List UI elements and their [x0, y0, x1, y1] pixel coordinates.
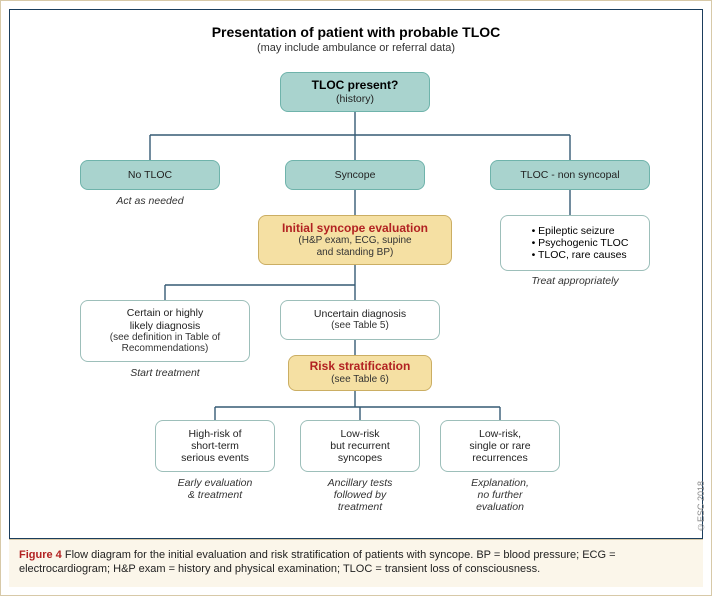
node-sub: (H&P exam, ECG, supine and standing BP): [298, 235, 411, 258]
caption-text: Flow diagram for the initial evaluation …: [19, 549, 616, 575]
copyright-text: ©ESC 2018: [696, 481, 706, 532]
bullet-list: Epileptic seizure Psychogenic TLOC TLOC,…: [522, 225, 629, 261]
node-text: High-risk of: [188, 428, 241, 440]
node-initial-evaluation: Initial syncope evaluation (H&P exam, EC…: [258, 215, 452, 265]
annotation-start-treatment: Start treatment: [80, 367, 250, 379]
bullet-item: TLOC, rare causes: [532, 249, 629, 261]
header-title: Presentation of patient with probable TL…: [10, 24, 702, 40]
node-low-risk-rare: Low-risk, single or rare recurrences: [440, 420, 560, 472]
node-text: TLOC present?: [312, 79, 399, 93]
node-text: serious events: [181, 452, 249, 464]
node-uncertain-diagnosis: Uncertain diagnosis (see Table 5): [280, 300, 440, 340]
figure-outer: Presentation of patient with probable TL…: [0, 0, 712, 596]
annotation-ancillary: Ancillary tests followed by treatment: [300, 477, 420, 513]
node-sub: (see Table 6): [331, 374, 389, 386]
node-syncope: Syncope: [285, 160, 425, 190]
flowchart-frame: Presentation of patient with probable TL…: [9, 9, 703, 539]
node-sub: (see definition in Table of Recommendati…: [110, 332, 220, 355]
figure-caption: Figure 4 Flow diagram for the initial ev…: [9, 539, 703, 587]
header-subtitle: (may include ambulance or referral data): [10, 42, 702, 54]
annotation-treat-appropriately: Treat appropriately: [500, 275, 650, 287]
node-sub: (see Table 5): [331, 320, 389, 332]
bullet-item: Psychogenic TLOC: [532, 237, 629, 249]
node-text: (history): [336, 93, 374, 105]
node-text: No TLOC: [128, 169, 172, 181]
node-risk-stratification: Risk stratification (see Table 6): [288, 355, 432, 391]
node-text: recurrences: [472, 452, 527, 464]
node-text: short-term: [191, 440, 239, 452]
node-text: TLOC - non syncopal: [520, 169, 619, 181]
node-high-risk: High-risk of short-term serious events: [155, 420, 275, 472]
node-text: likely diagnosis: [130, 320, 201, 332]
node-title: Initial syncope evaluation: [282, 222, 428, 236]
node-text: Certain or highly: [127, 307, 203, 319]
node-text: Syncope: [335, 169, 376, 181]
annotation-explanation: Explanation, no further evaluation: [440, 477, 560, 513]
node-text: Uncertain diagnosis: [314, 308, 406, 320]
node-low-risk-recurrent: Low-risk but recurrent syncopes: [300, 420, 420, 472]
node-text: single or rare: [469, 440, 530, 452]
annotation-act-as-needed: Act as needed: [80, 195, 220, 207]
node-text: Low-risk,: [479, 428, 521, 440]
figure-label: Figure 4: [19, 549, 62, 561]
node-nonsyncopal-causes: Epileptic seizure Psychogenic TLOC TLOC,…: [500, 215, 650, 271]
node-text: but recurrent: [330, 440, 390, 452]
node-tloc-present: TLOC present? (history): [280, 72, 430, 112]
node-certain-diagnosis: Certain or highly likely diagnosis (see …: [80, 300, 250, 362]
bullet-item: Epileptic seizure: [532, 225, 629, 237]
node-text: syncopes: [338, 452, 382, 464]
node-nonsyncopal: TLOC - non syncopal: [490, 160, 650, 190]
node-title: Risk stratification: [310, 360, 411, 374]
node-text: Low-risk: [340, 428, 379, 440]
node-no-tloc: No TLOC: [80, 160, 220, 190]
annotation-early-eval: Early evaluation & treatment: [155, 477, 275, 501]
